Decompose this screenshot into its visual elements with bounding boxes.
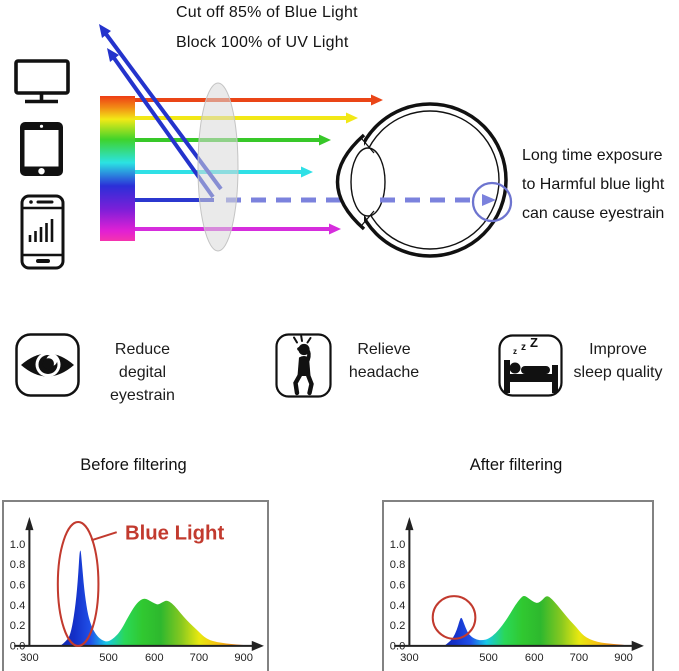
- x-ticks: 300 500 600 700 900: [400, 652, 633, 664]
- y-tick-label: 0.4: [10, 600, 26, 612]
- benefit-label-sleep: Improve sleep quality: [573, 341, 663, 381]
- annotation-connector: [91, 531, 118, 542]
- x-tick-label: 300: [400, 652, 419, 664]
- eye-icon: [21, 352, 74, 377]
- exposure-warning-text: Long time exposure to Harmful blue light…: [522, 147, 665, 222]
- headache-icon: [293, 335, 314, 396]
- tablet-icon: [20, 122, 63, 176]
- reflected-arrow-2-head: [107, 48, 119, 62]
- cornea: [335, 133, 366, 231]
- reflected-arrow-2: [112, 56, 215, 199]
- spectrum-curve: [444, 595, 630, 646]
- spectrum-curve: [60, 550, 250, 646]
- x-tick-label: 600: [525, 652, 544, 664]
- reflected-arrow-1-head: [99, 24, 111, 38]
- ray-red-arrowhead: [371, 94, 383, 106]
- before-chart-title: Before filtering: [80, 456, 187, 474]
- before-chart-svg: 1.0 0.8 0.6 0.4 0.2 0.0 300 500 600 700 900 Blue …: [10, 516, 264, 664]
- ray-yellow-arrowhead: [346, 112, 358, 124]
- benefit-label-headache: Relieve headache: [348, 341, 420, 381]
- reduce-eyestrain-icon-box: [15, 333, 80, 397]
- benefit-label-eyestrain: Reduce degital eyestrain: [110, 341, 175, 404]
- svg-text:z: z: [521, 342, 526, 353]
- improve-sleep-icon-box: z z Z: [498, 334, 563, 397]
- x-tick-label: 300: [20, 652, 39, 664]
- x-tick-label: 900: [234, 652, 253, 664]
- blue-light-highlight-circle: [431, 595, 477, 640]
- ray-green-arrowhead: [319, 134, 331, 146]
- relieve-headache-icon-box: [275, 333, 332, 398]
- x-axis-arrowhead: [251, 640, 264, 651]
- x-ticks: 300 500 600 700 900: [20, 652, 253, 664]
- smartphone-icon: [20, 194, 65, 270]
- x-tick-label: 500: [479, 652, 498, 664]
- after-chart-svg: 1.0 0.8 0.6 0.4 0.2 0.0 300 500 600 700 900: [390, 516, 644, 664]
- eye-lens: [350, 147, 386, 217]
- x-tick-label: 900: [614, 652, 633, 664]
- cutoff-blue-light-text: Cut off 85% of Blue Light: [176, 4, 358, 21]
- y-tick-label: 0.0: [390, 640, 406, 652]
- block-uv-text: Block 100% of UV Light: [176, 34, 349, 51]
- blue-light-highlight-ellipse: [56, 520, 100, 647]
- y-tick-label: 1.0: [390, 539, 406, 551]
- y-tick-label: 0.6: [10, 580, 26, 592]
- top-diagram: [14, 24, 513, 270]
- axes: [394, 529, 634, 647]
- x-axis-arrowhead: [631, 640, 644, 651]
- axes: [14, 529, 254, 647]
- sleep-icon: z z Z: [504, 335, 558, 393]
- ray-cyan-arrowhead: [301, 166, 313, 178]
- y-tick-label: 0.0: [10, 640, 26, 652]
- y-tick-label: 0.8: [390, 559, 406, 571]
- y-axis-arrowhead: [405, 516, 414, 531]
- lens-icon: [197, 82, 239, 252]
- y-tick-label: 0.8: [10, 559, 26, 571]
- y-tick-label: 0.6: [390, 580, 406, 592]
- after-filtering-chart: 1.0 0.8 0.6 0.4 0.2 0.0 300 500 600 700 900: [382, 500, 654, 671]
- after-chart-title: After filtering: [469, 456, 563, 474]
- retina-highlight-circle: [471, 181, 513, 223]
- y-axis-arrowhead: [25, 516, 34, 531]
- x-tick-label: 700: [190, 652, 209, 664]
- before-filtering-chart: 1.0 0.8 0.6 0.4 0.2 0.0 300 500 600 700 900 Blue …: [2, 500, 269, 671]
- svg-text:z: z: [513, 347, 517, 356]
- x-tick-label: 700: [570, 652, 589, 664]
- y-ticks: 1.0 0.8 0.6 0.4 0.2 0.0: [390, 539, 406, 653]
- eye-diagram: [335, 102, 513, 258]
- y-tick-label: 1.0: [10, 539, 26, 551]
- x-tick-label: 600: [145, 652, 164, 664]
- y-ticks: 1.0 0.8 0.6 0.4 0.2 0.0: [10, 539, 26, 653]
- y-tick-label: 0.2: [390, 620, 406, 632]
- x-tick-label: 500: [99, 652, 118, 664]
- ray-magenta-arrowhead: [329, 223, 341, 235]
- y-tick-label: 0.2: [10, 620, 26, 632]
- signal-bars-icon: [28, 219, 54, 242]
- svg-text:Z: Z: [530, 335, 538, 350]
- monitor-icon: [14, 59, 70, 104]
- light-spectrum-bar: [100, 96, 135, 241]
- y-tick-label: 0.4: [390, 600, 406, 612]
- blue-light-label: Blue Light: [125, 522, 224, 544]
